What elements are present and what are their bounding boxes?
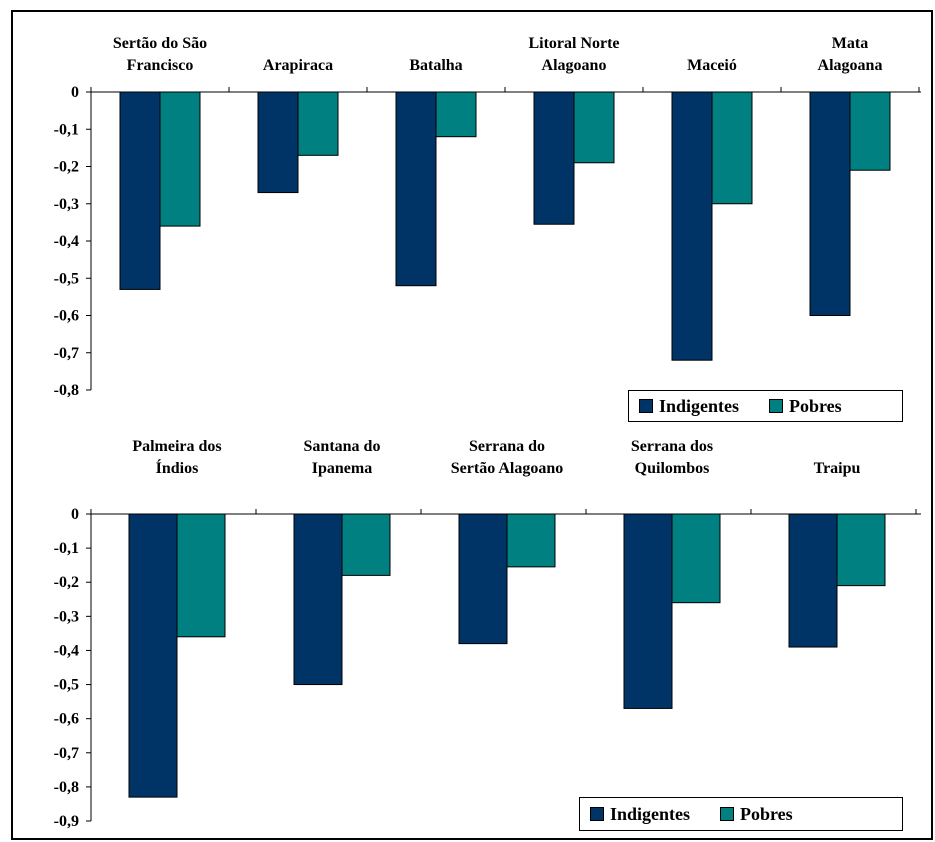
y-tick-label: -0,6: [54, 711, 79, 728]
y-tick-label: -0,6: [54, 308, 79, 325]
bar-pobres: [671, 513, 721, 604]
legend-label-indigentes: Indigentes: [610, 803, 691, 824]
y-tick-label: -0,2: [54, 159, 79, 176]
y-tick-label: -0,4: [54, 642, 79, 659]
bar-indigentes: [809, 91, 851, 316]
legend-item-pobres: Pobres: [769, 396, 842, 417]
y-tick-label: -0,5: [54, 677, 79, 694]
bar-pobres: [573, 91, 615, 164]
bar-indigentes: [671, 91, 713, 361]
legend-swatch-pobres: [720, 807, 735, 821]
y-tick-label: -0,5: [54, 270, 79, 287]
bar-pobres: [159, 91, 201, 227]
y-tick-label: -0,4: [54, 233, 79, 250]
y-tick-label: -0,3: [54, 608, 79, 625]
category-label: Serrana dos Quilombos: [631, 438, 713, 477]
bar-pobres: [341, 513, 391, 576]
bar-pobres: [849, 91, 891, 171]
legend-label-pobres: Pobres: [789, 395, 842, 416]
category-label: Serrana do Sertão Alagoano: [451, 438, 563, 477]
bar-indigentes: [395, 91, 437, 287]
y-tick-label: -0,7: [54, 745, 79, 762]
category-label: Santana do Ipanema: [304, 438, 381, 477]
legend-label-indigentes: Indigentes: [659, 395, 740, 416]
legend-swatch-pobres: [769, 399, 784, 413]
bar-indigentes: [293, 513, 343, 686]
bar-pobres: [711, 91, 753, 205]
bar-pobres: [435, 91, 477, 138]
y-tick-label: -0,9: [54, 813, 79, 830]
chart-top: 0 -0,1 -0,2 -0,3 -0,4 -0,5 -0,6 -0,7 -0,8 Sertão …: [54, 35, 921, 399]
bar-indigentes: [623, 513, 673, 709]
category-label: Sertão do São Francisco: [113, 35, 207, 74]
category-label: Mata Alagoana: [818, 35, 883, 74]
bar-indigentes: [119, 91, 161, 290]
bar-indigentes: [788, 513, 838, 648]
category-label: Maceió: [687, 57, 737, 74]
y-tick-label: 0: [71, 84, 79, 101]
legend-top: Indigentes Pobres: [628, 390, 903, 422]
chart-panel-top: 0 -0,1 -0,2 -0,3 -0,4 -0,5 -0,6 -0,7 -0,8 Sertão …: [11, 10, 933, 428]
legend-item-indigentes: Indigentes: [639, 396, 739, 417]
bar-indigentes: [458, 513, 508, 645]
bar-pobres: [297, 91, 339, 156]
chart-panel-bottom: 0 -0,1 -0,2 -0,3 -0,4 -0,5 -0,6 -0,7 -0,8 -0,9 Pal…: [11, 426, 933, 840]
legend-item-indigentes: Indigentes: [590, 804, 690, 825]
bar-indigentes: [257, 91, 299, 194]
y-tick-label: -0,1: [54, 121, 79, 138]
category-label: Litoral Norte Alagoano: [528, 35, 619, 74]
legend-bottom: Indigentes Pobres: [579, 797, 903, 831]
chart-bottom: 0 -0,1 -0,2 -0,3 -0,4 -0,5 -0,6 -0,7 -0,8 -0,9 Pal…: [54, 438, 921, 830]
legend-swatch-indigentes: [590, 807, 604, 821]
y-tick-label: -0,8: [54, 779, 79, 796]
legend-swatch-indigentes: [639, 399, 653, 413]
legend-item-pobres: Pobres: [720, 804, 793, 825]
bar-indigentes: [128, 513, 178, 798]
category-label: Palmeira dos Índios: [132, 438, 221, 477]
y-tick-label: -0,8: [54, 382, 79, 399]
y-tick-label: 0: [71, 506, 79, 523]
y-tick-label: -0,2: [54, 574, 79, 591]
category-label: Batalha: [409, 57, 462, 74]
y-tick-label: -0,7: [54, 345, 79, 362]
bar-pobres: [506, 513, 556, 568]
bar-pobres: [836, 513, 886, 587]
bar-pobres: [176, 513, 226, 638]
legend-label-pobres: Pobres: [740, 803, 793, 824]
bar-indigentes: [533, 91, 575, 225]
category-label: Arapiraca: [263, 57, 333, 74]
y-tick-label: -0,3: [54, 196, 79, 213]
category-label: Traipu: [814, 460, 861, 477]
y-tick-label: -0,1: [54, 540, 79, 557]
